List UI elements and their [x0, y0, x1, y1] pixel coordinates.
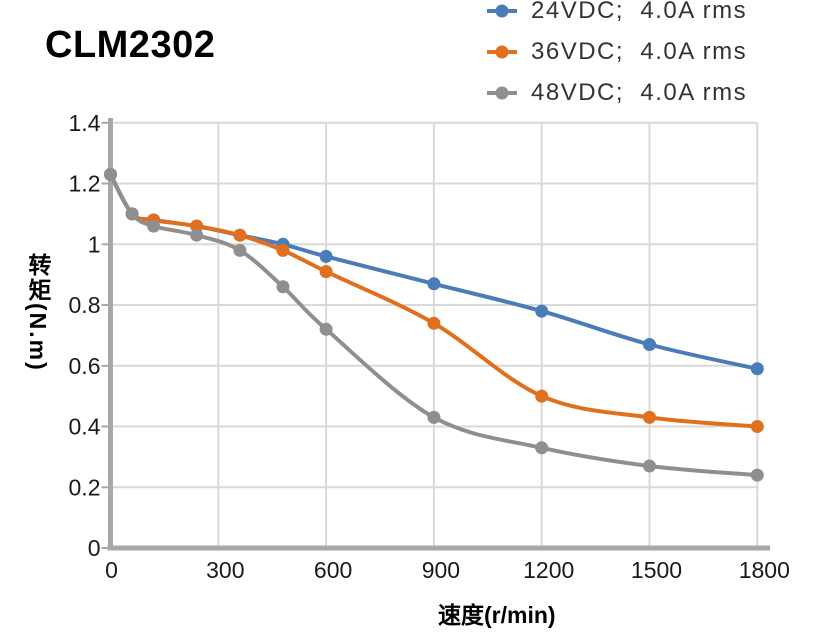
legend-label: 36VDC; 4.0A rms: [531, 38, 748, 65]
y-axis-title: 转矩(N.m): [25, 253, 51, 372]
data-point-marker: [147, 219, 161, 233]
x-tick-label: 900: [422, 557, 460, 583]
x-tick-label: 1200: [523, 557, 574, 583]
legend-item: 48VDC; 4.0A rms: [486, 79, 747, 107]
data-point-marker: [427, 316, 441, 330]
data-point-marker: [643, 459, 656, 473]
chart-title: CLM2302: [45, 24, 216, 66]
y-tick-label: 0.4: [69, 414, 101, 440]
legend-label: 48VDC; 4.0A rms: [531, 79, 748, 106]
data-point-marker: [319, 322, 333, 336]
x-tick-label: 300: [206, 557, 244, 583]
data-point-marker: [535, 304, 549, 318]
data-point-marker: [643, 338, 656, 351]
x-axis-title: 速度(r/min): [438, 602, 556, 628]
data-point-marker: [190, 219, 204, 233]
data-point-marker: [233, 228, 247, 242]
y-tick-label: 1.2: [69, 171, 101, 197]
data-point-marker: [750, 420, 764, 433]
y-tick-label: 1: [88, 231, 101, 257]
y-tick-label: 0: [88, 535, 101, 561]
data-point-marker: [190, 228, 204, 242]
legend-line-marker-icon: [487, 45, 517, 59]
legend-item: 24VDC; 4.0A rms: [486, 0, 747, 25]
data-point-marker: [535, 441, 549, 455]
x-tick-label: 1800: [739, 557, 790, 583]
y-tick-label: 1.4: [69, 110, 101, 136]
data-point-marker: [125, 207, 139, 221]
data-point-marker: [276, 243, 290, 257]
legend-line-marker-icon: [487, 4, 517, 18]
legend: 24VDC; 4.0A rms 36VDC; 4.0A rms 48VDC; 4.0…: [486, 0, 747, 120]
y-tick-label: 0.2: [69, 474, 101, 500]
data-point-marker: [104, 167, 117, 181]
data-point-marker: [643, 410, 656, 424]
data-point-marker: [427, 410, 441, 424]
y-tick-label: 0.6: [69, 353, 101, 379]
data-point-marker: [750, 468, 764, 482]
data-point-marker: [233, 243, 247, 257]
legend-line-marker-icon: [487, 86, 517, 100]
x-tick-label: 600: [314, 557, 352, 583]
data-point-marker: [427, 277, 441, 291]
data-point-marker: [750, 362, 764, 376]
data-point-marker: [276, 280, 290, 294]
legend-item: 36VDC; 4.0A rms: [486, 38, 747, 66]
data-point-marker: [535, 389, 549, 403]
legend-label: 24VDC; 4.0A rms: [531, 0, 748, 24]
data-point-marker: [319, 265, 333, 279]
data-point-marker: [319, 249, 333, 263]
x-tick-label: 0: [105, 557, 118, 583]
x-tick-label: 1500: [631, 557, 682, 583]
y-tick-label: 0.8: [69, 292, 101, 318]
